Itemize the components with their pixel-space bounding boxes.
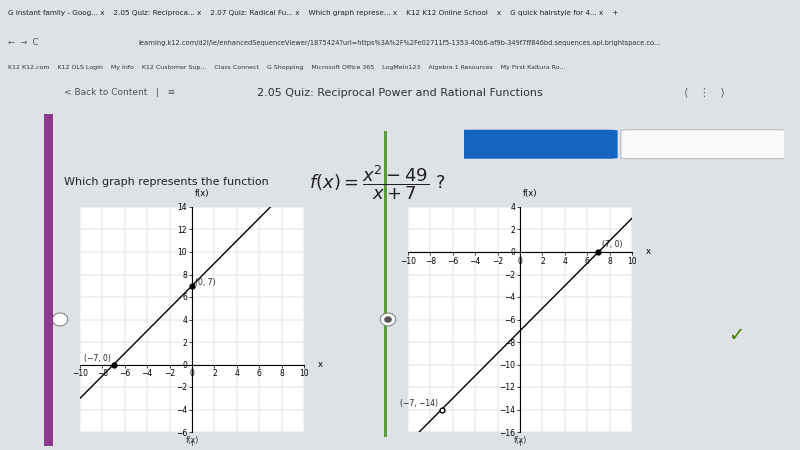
Text: x: x [318,360,322,369]
Text: (−7, −14): (−7, −14) [400,400,438,409]
Bar [384,130,387,436]
FancyBboxPatch shape [458,130,618,159]
Text: f(x): f(x) [514,436,526,446]
Text: ✓: ✓ [728,326,744,345]
Bar [44,114,53,446]
Text: ←  →  C: ← → C [8,38,38,47]
Text: K12 K12.com    K12 OLS Login    My Info    K12 Customer Sup...    Class Connect : K12 K12.com K12 OLS Login My Info K12 Cu… [8,65,566,70]
Text: 2.05 Quiz: Reciprocal Power and Rational Functions: 2.05 Quiz: Reciprocal Power and Rational… [257,87,543,98]
Circle shape [52,313,68,326]
FancyBboxPatch shape [621,130,787,159]
Text: $\mathit{f}(x) = \dfrac{x^2-49}{x+7}\ ?$: $\mathit{f}(x) = \dfrac{x^2-49}{x+7}\ ?$ [309,163,446,202]
Text: learning.k12.com/d2l/le/enhancedSequenceViewer/1875424?url=https%3A%2F%2Fe02711f: learning.k12.com/d2l/le/enhancedSequence… [139,40,661,46]
Text: ↑: ↑ [517,439,523,448]
Circle shape [380,313,396,326]
Text: f(x): f(x) [522,189,537,198]
Circle shape [384,316,392,323]
Text: Which graph represents the function: Which graph represents the function [64,177,269,187]
Text: f(x): f(x) [194,189,209,198]
Text: (−7, 0): (−7, 0) [85,355,111,364]
Text: G instant family - Goog... x    2.05 Quiz: Reciproca... x    2.07 Quiz: Radical : G instant family - Goog... x 2.05 Quiz: … [8,10,618,16]
Text: ⟨   ⋮   ⟩: ⟨ ⋮ ⟩ [683,87,725,98]
Text: (7, 0): (7, 0) [602,239,622,248]
Text: x: x [646,248,650,256]
Text: < Back to Content   |   ≡: < Back to Content | ≡ [64,88,175,97]
Text: Close Review: Close Review [498,138,577,148]
Text: Print Review: Print Review [672,138,736,148]
Text: f(x): f(x) [186,436,198,446]
Text: (0, 7): (0, 7) [195,278,216,287]
Text: ↑: ↑ [189,439,195,448]
